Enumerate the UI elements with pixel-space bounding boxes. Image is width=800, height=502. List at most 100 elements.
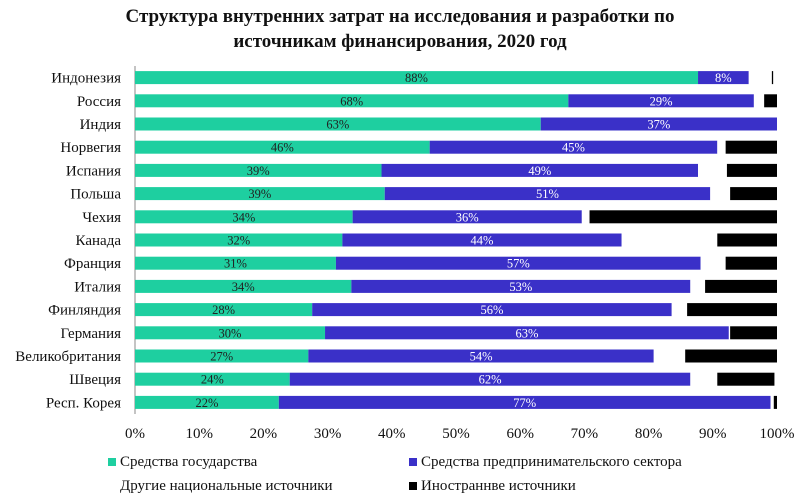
bar-segment-series-3: [725, 256, 777, 270]
x-tick-label: 10%: [185, 426, 213, 442]
bar-segment-series-0: [135, 210, 353, 224]
bar-segment-series-1: [429, 140, 718, 154]
legend-label-other-national: Другие национальные источники: [120, 478, 333, 494]
data-label: 46%: [271, 141, 294, 155]
bar-segment-series-0: [135, 395, 279, 409]
data-label: 63%: [326, 118, 349, 132]
bar-segment-series-2: [581, 210, 590, 224]
bar-segment-series-1: [568, 94, 754, 108]
bar-segment-series-3: [717, 372, 775, 386]
bar-segment-series-3: [687, 303, 777, 317]
bar-segment-series-1: [289, 372, 691, 386]
legend-swatch-foreign: [409, 481, 417, 490]
data-label: 62%: [479, 373, 502, 387]
bar-segment-series-0: [135, 140, 430, 154]
data-label: 22%: [195, 396, 218, 410]
bar-segment-series-1: [278, 395, 771, 409]
x-tick-label: 80%: [635, 426, 663, 442]
data-label: 31%: [224, 257, 247, 271]
category-label: Индия: [80, 117, 122, 133]
legend-item-other-national: Другие национальные источники: [108, 478, 333, 495]
bar-segment-series-3: [771, 71, 774, 85]
data-label: 34%: [232, 210, 255, 224]
legend-swatch-government: [108, 457, 116, 466]
bar-segment-series-2: [717, 140, 726, 154]
data-label: 36%: [456, 210, 479, 224]
data-label: 24%: [201, 373, 224, 387]
bar-segment-series-0: [135, 256, 336, 270]
x-tick-label: 30%: [314, 426, 342, 442]
data-label: 34%: [232, 280, 255, 294]
bar-segment-series-2: [700, 256, 726, 270]
bar-segment-series-1: [308, 349, 654, 363]
category-label: Чехия: [82, 210, 121, 226]
bar-segment-series-1: [381, 163, 699, 177]
bar-segment-series-3: [773, 395, 777, 409]
x-tick-label: 20%: [250, 426, 278, 442]
bar-segment-series-1: [352, 210, 582, 224]
x-tick-label: 100%: [760, 426, 795, 442]
chart-title: Структура внутренних затрат на исследова…: [0, 4, 800, 54]
bar-segment-series-1: [540, 117, 777, 131]
legend-label-business: Средства предпринимательского сектора: [421, 454, 682, 470]
bar-segment-series-1: [325, 326, 729, 340]
category-label: Канада: [76, 233, 122, 249]
bar-segment-series-3: [764, 94, 777, 108]
data-label: 8%: [715, 71, 732, 85]
data-label: 51%: [536, 187, 559, 201]
category-label: Норвегия: [60, 140, 121, 156]
bar-segment-series-2: [653, 349, 686, 363]
x-tick-label: 60%: [506, 426, 534, 442]
bar-segment-series-1: [384, 187, 711, 201]
bar-segment-series-2: [690, 372, 718, 386]
bar-segment-series-3: [589, 210, 777, 224]
bar-segment-series-3: [705, 279, 777, 293]
legend-swatch-other-national: [108, 481, 116, 490]
bar-segment-series-0: [135, 94, 569, 108]
bar-segment-series-1: [351, 279, 691, 293]
bar-segment-series-2: [690, 279, 706, 293]
data-label: 68%: [340, 94, 363, 108]
bar-segment-series-2: [728, 326, 731, 340]
category-label: Респ. Корея: [46, 395, 121, 411]
bar-segment-series-3: [725, 140, 777, 154]
bar-segment-series-0: [135, 303, 313, 317]
category-label: Польша: [70, 187, 121, 203]
data-label: 49%: [528, 164, 551, 178]
category-label: Франция: [64, 256, 121, 272]
data-label: 57%: [507, 257, 530, 271]
data-label: 44%: [471, 234, 494, 248]
data-label: 39%: [247, 164, 270, 178]
data-label: 77%: [513, 396, 536, 410]
bar-segment-series-0: [135, 279, 352, 293]
bar-segment-series-3: [730, 187, 777, 201]
category-label: Россия: [77, 94, 121, 110]
legend-label-government: Средства государства: [120, 454, 258, 470]
data-label: 54%: [470, 350, 493, 364]
legend-swatch-business: [409, 457, 417, 466]
bar-segment-series-0: [135, 372, 290, 386]
x-tick-label: 90%: [699, 426, 727, 442]
chart-legend: Средства государства Средства предприним…: [0, 450, 800, 502]
bar-segment-series-2: [698, 163, 727, 177]
data-label: 88%: [405, 71, 428, 85]
x-tick-label: 0%: [125, 426, 145, 442]
bar-segment-series-2: [748, 71, 772, 85]
x-tick-label: 50%: [442, 426, 470, 442]
bar-segment-series-1: [335, 256, 701, 270]
data-label: 30%: [219, 326, 242, 340]
category-label: Великобритания: [15, 349, 121, 365]
bar-segment-series-0: [135, 233, 343, 247]
data-label: 37%: [647, 118, 670, 132]
bar-segment-series-0: [135, 71, 699, 85]
bar-segment-series-2: [671, 303, 688, 317]
legend-label-foreign: Иностраннве источники: [421, 478, 576, 494]
bar-segment-series-0: [135, 349, 309, 363]
bar-segment-series-1: [312, 303, 672, 317]
bar-segment-series-1: [698, 71, 749, 85]
chart-title-line-1: Структура внутренних затрат на исследова…: [125, 6, 675, 27]
bar-segment-series-0: [135, 117, 541, 131]
bar-segment-series-2: [621, 233, 718, 247]
legend-item-business: Средства предпринимательского сектора: [409, 454, 682, 471]
bar-segment-series-0: [135, 326, 326, 340]
